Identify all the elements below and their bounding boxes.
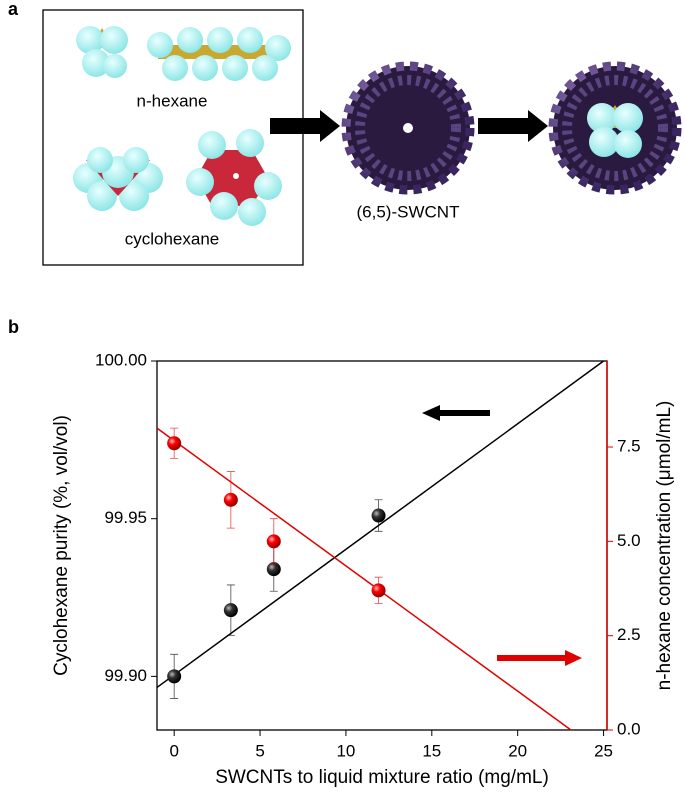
data-point	[167, 669, 182, 684]
diagram-label: n-hexane	[137, 91, 208, 110]
y-tick-label: 100.00	[95, 350, 147, 369]
y2-tick-label: 2.5	[617, 625, 641, 644]
x-tick-label: 5	[255, 741, 264, 760]
data-point	[223, 492, 238, 507]
x-axis-label: SWCNTs to liquid mixture ratio (mg/mL)	[215, 767, 549, 788]
y2-tick-label: 5.0	[617, 531, 641, 550]
data-point	[266, 562, 281, 577]
y2-tick-label: 7.5	[617, 437, 641, 456]
y-axis-label: Cyclohexane purity (%, vol/vol)	[51, 415, 72, 676]
diagram: n-hexane cyclohexane (6,5)-SWCNT	[42, 9, 682, 266]
data-point	[371, 583, 386, 598]
arrow	[270, 110, 340, 142]
diagram-label: cyclohexane	[125, 229, 220, 248]
nanotube-with-hexane	[548, 61, 682, 195]
x-tick-label: 10	[336, 741, 355, 760]
x-tick-label: 25	[594, 741, 613, 760]
arrow	[478, 110, 548, 142]
plot-frame	[156, 360, 608, 731]
fit-line	[156, 427, 572, 731]
y2-axis-label: n-hexane concentration (μmol/mL)	[654, 401, 675, 691]
data-point	[167, 436, 182, 451]
y2-tick-label: 0.0	[617, 719, 641, 738]
axis-arrow	[422, 405, 490, 421]
fit-line	[156, 360, 605, 689]
n-hexane-molecule	[76, 26, 291, 81]
y-tick-label: 99.90	[104, 666, 147, 685]
axis-arrow	[497, 650, 582, 666]
cyclohexane-molecule	[73, 129, 282, 226]
nanotube	[341, 61, 475, 195]
data-point	[223, 603, 238, 618]
diagram-box	[42, 9, 304, 266]
panel-label: b	[8, 317, 19, 337]
plot: 0 5 10 15 20 25 99.90 99.95 100.00 0.0 2.5 5.0 7.5 SW…	[51, 350, 675, 788]
x-tick-label: 0	[169, 741, 178, 760]
x-tick-label: 20	[508, 741, 527, 760]
data-point	[371, 508, 386, 523]
y-tick-label: 99.95	[104, 508, 147, 527]
data-point	[266, 534, 281, 549]
x-tick-label: 15	[422, 741, 441, 760]
diagram-label: (6,5)-SWCNT	[357, 202, 460, 221]
panel-label: a	[8, 0, 19, 19]
